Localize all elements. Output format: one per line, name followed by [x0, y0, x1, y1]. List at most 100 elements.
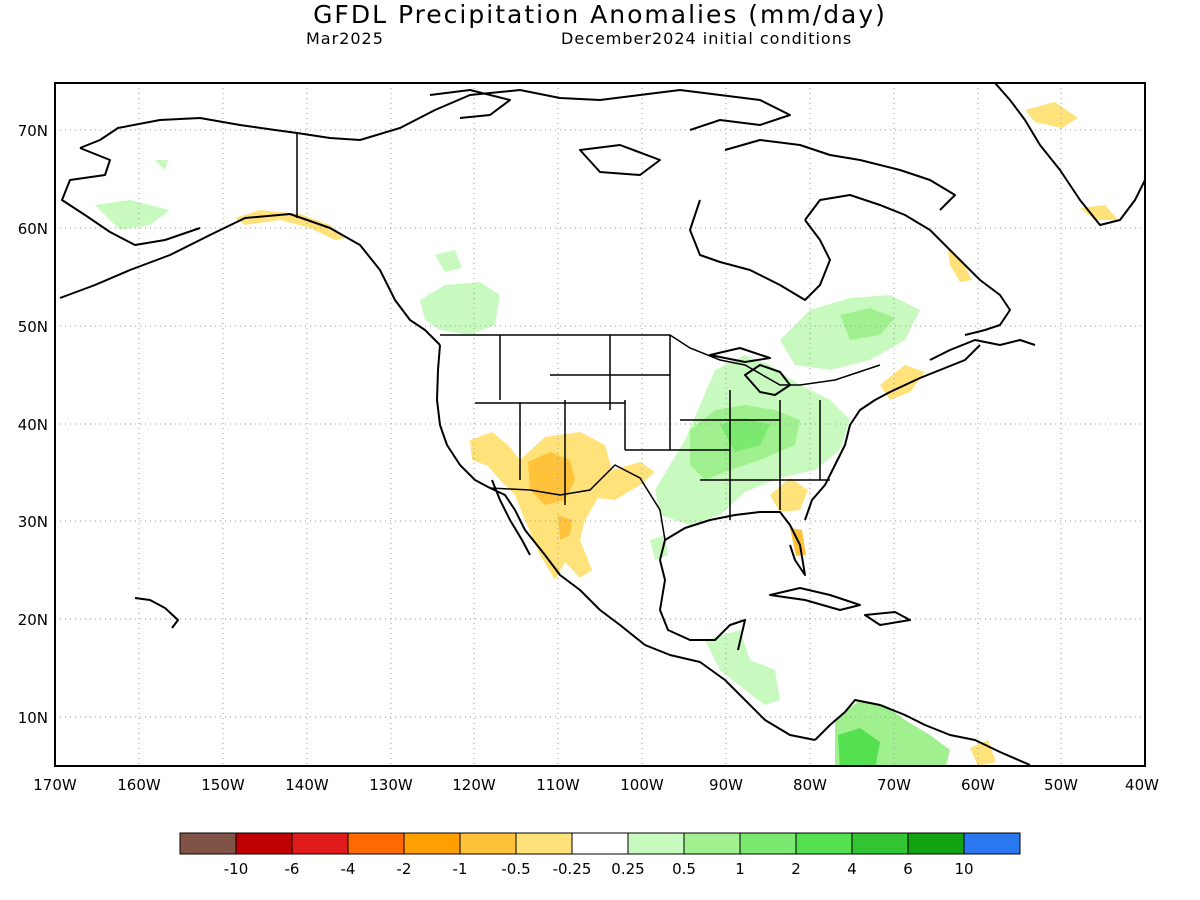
map-area — [55, 83, 1145, 766]
coast-alaska — [59, 213, 441, 346]
coast-arctic-island-2 — [429, 89, 511, 119]
lon-label: 140W — [285, 776, 329, 794]
coast-nova-scotia — [929, 339, 1036, 361]
anomaly-central-america — [705, 630, 780, 705]
coast-gulf-mexico — [659, 559, 746, 651]
border-us-mexico — [489, 464, 666, 541]
coast-arctic-islands — [519, 89, 791, 131]
border-us-canada — [440, 334, 881, 386]
colorbar-label: 0.5 — [672, 860, 696, 878]
colorbar-swatch — [795, 832, 853, 855]
colorbar-label: -0.25 — [553, 860, 592, 878]
anomaly-ohio-valley-core — [720, 418, 770, 452]
colorbar-swatch — [459, 832, 517, 855]
colorbar-label: -0.5 — [501, 860, 530, 878]
anomaly-alaska-coast — [235, 210, 345, 240]
lat-label: 70N — [18, 122, 48, 140]
lat-label: 40N — [18, 416, 48, 434]
lon-label: 100W — [620, 776, 664, 794]
colorbar-label: 6 — [903, 860, 913, 878]
lon-label: 130W — [369, 776, 413, 794]
coast-labrador — [929, 229, 1011, 336]
coast-hudson-bay — [689, 199, 831, 301]
anomaly-southeast — [770, 478, 808, 512]
colorbar-label: 10 — [954, 860, 973, 878]
colorbar-swatch — [963, 832, 1021, 855]
lon-labels: 170W 160W 150W 140W 130W 120W 110W 100W … — [33, 776, 1159, 794]
colorbar-swatch — [627, 832, 685, 855]
lat-labels: 70N 60N 50N 40N 30N 20N 10N — [18, 122, 48, 727]
coast-hispaniola — [864, 611, 911, 626]
anomaly-mexico-core — [558, 515, 572, 540]
coast-gulf — [814, 699, 1031, 766]
border-states-central — [609, 335, 830, 520]
lon-label: 50W — [1044, 776, 1078, 794]
colorbar-swatch — [235, 832, 293, 855]
anomaly-bc-north — [435, 250, 462, 272]
anomaly-shading — [95, 102, 1118, 766]
anomaly-alaska-north — [155, 160, 168, 170]
anomaly-south-america-core — [838, 728, 880, 766]
map-frame — [54, 82, 1146, 767]
colorbar-swatch — [683, 832, 741, 855]
colorbar-label: -2 — [397, 860, 412, 878]
lon-label: 160W — [117, 776, 161, 794]
colorbar-label: 0.25 — [611, 860, 644, 878]
lat-label: 50N — [18, 318, 48, 336]
lon-label: 80W — [793, 776, 827, 794]
colorbar-label: 4 — [847, 860, 857, 878]
coast-baja — [491, 479, 531, 556]
borders — [296, 133, 881, 541]
anomaly-labrador — [948, 250, 972, 282]
lon-label: 150W — [201, 776, 245, 794]
coast-gulf-us — [659, 511, 806, 576]
coast-alaska-west — [61, 147, 201, 246]
lon-label: 60W — [961, 776, 995, 794]
lon-label: 90W — [709, 776, 743, 794]
colorbar-label: -6 — [285, 860, 300, 878]
colorbar-swatch — [347, 832, 405, 855]
colorbar-swatch — [907, 832, 965, 855]
coast-cuba — [769, 587, 861, 611]
lat-label: 60N — [18, 220, 48, 238]
anomaly-mexico-gulf — [650, 535, 668, 560]
map-title: GFDL Precipitation Anomalies (mm/day) — [313, 0, 887, 29]
coast-lake-superior — [709, 347, 771, 363]
colorbar-swatch — [291, 832, 349, 855]
colorbar-swatch — [851, 832, 909, 855]
lon-label: 110W — [536, 776, 580, 794]
lon-label: 120W — [452, 776, 496, 794]
coast-hawaii — [134, 597, 179, 629]
anomaly-quebec-core — [840, 308, 895, 340]
anomaly-greenland-south — [1080, 205, 1118, 220]
coast-victoria-island — [579, 144, 661, 176]
coast-east-us — [804, 344, 981, 521]
colorbar-label: 2 — [791, 860, 801, 878]
initial-conditions: December2024 initial conditions — [561, 29, 853, 48]
colorbar-swatch — [739, 832, 797, 855]
anomaly-southwest — [470, 432, 655, 580]
colorbar-label: 1 — [735, 860, 745, 878]
anomaly-alaska-west — [95, 200, 170, 230]
coast-west-us — [436, 344, 816, 741]
anomaly-pacific-northwest — [420, 282, 500, 335]
colorbar-swatch — [515, 832, 573, 855]
anomaly-greenland — [1025, 102, 1078, 128]
coastlines — [59, 83, 1145, 766]
forecast-month: Mar2025 — [306, 29, 384, 48]
lat-label: 10N — [18, 709, 48, 727]
colorbar-swatch — [571, 832, 629, 855]
colorbar-label: -10 — [224, 860, 249, 878]
colorbar-swatch — [403, 832, 461, 855]
colorbar: -10 -6 -4 -2 -1 -0.5 -0.25 0.25 0.5 1 2 4 6 10 — [179, 832, 1021, 878]
lat-label: 20N — [18, 611, 48, 629]
colorbar-label: -1 — [453, 860, 468, 878]
coast-greenland — [994, 83, 1145, 226]
gridlines — [55, 83, 1145, 766]
coast-baffin — [724, 139, 956, 211]
coast-quebec — [804, 194, 931, 231]
lat-label: 30N — [18, 513, 48, 531]
lon-label: 70W — [877, 776, 911, 794]
lon-label: 40W — [1125, 776, 1159, 794]
